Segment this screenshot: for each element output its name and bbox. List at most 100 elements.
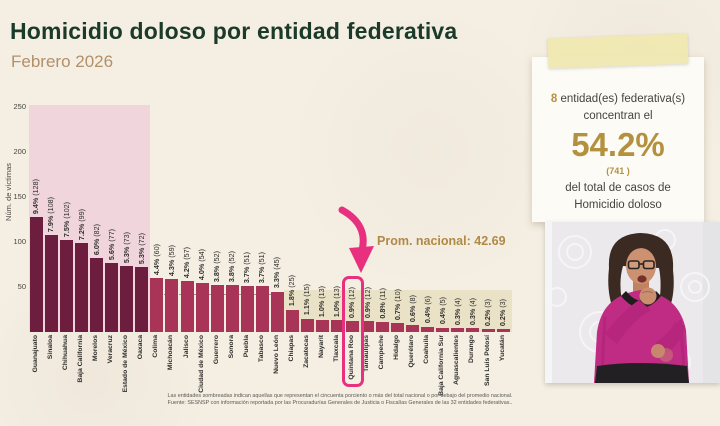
bar-quintana-roo (346, 321, 360, 332)
bar-jalisco (180, 280, 194, 332)
bar-zacatecas (300, 318, 314, 332)
bar-nayarit (315, 320, 329, 332)
callout-case-count: (741 ) (606, 166, 630, 177)
bar-value-label: 0.4% (6) (422, 296, 432, 324)
bar-value-label: 9.4% (128) (31, 178, 41, 214)
y-tick-100: 100 (13, 237, 26, 246)
page-title: Homicidio doloso por entidad federativa (10, 18, 458, 44)
bar-durango (466, 328, 480, 332)
page-subtitle: Febrero 2026 (11, 52, 114, 71)
bar-value-label: 1.0% (13) (332, 286, 342, 318)
chart-footnote: Las entidades sombreadas indican aquella… (95, 393, 585, 407)
bar-state-label: Tlaxcala (333, 335, 340, 362)
bar-guerrero (210, 285, 224, 332)
bar-michoac-n (165, 278, 179, 332)
footnote-line1: Las entidades sombreadas indican aquella… (167, 393, 513, 399)
bar-state-label: Oaxaca (137, 335, 145, 360)
bar-state-label: Michoacán (167, 335, 175, 371)
bar-state-label: Ciudad de México (197, 335, 205, 393)
bar-value-label: 3.3% (45) (272, 257, 282, 289)
callout-line1: 8 entidad(es) federativa(s) (550, 93, 686, 105)
bar-value-label: 4.3% (59) (166, 244, 176, 276)
bar-nuevo-le-n (270, 291, 284, 332)
bar-quer-taro (406, 324, 420, 332)
bar-value-label: 0.4% (5) (437, 297, 447, 325)
national-average-label: Prom. nacional: 42.69 (377, 234, 506, 248)
bar-state-label: Guerrero (212, 335, 220, 365)
bar-morelos (90, 258, 104, 332)
callout-line3: del total de casos de (565, 181, 671, 194)
bar-value-label: 0.2% (3) (497, 299, 507, 327)
bar-value-label: 3.7% (51) (242, 251, 252, 284)
bar-state-label: Aguascalientes (453, 335, 461, 385)
bar-puebla (240, 286, 254, 332)
national-average-dashed-line (29, 293, 513, 295)
bar-tlaxcala (331, 320, 344, 332)
y-tick-250: 250 (13, 102, 26, 111)
bar-value-label: 0.7% (10) (392, 288, 402, 320)
bar-state-label: Veracruz (107, 335, 115, 364)
callout-percent: 54.2% (571, 125, 665, 163)
bar-tamaulipas (361, 321, 375, 332)
bar-hidalgo (391, 323, 405, 332)
bar-value-label: 7.9% (108) (46, 196, 56, 232)
bar-value-label: 7.2% (99) (76, 208, 86, 240)
summary-callout-card: 8 entidad(es) federativa(s) concentran e… (532, 33, 704, 222)
bar-value-label: 4.2% (57) (181, 246, 191, 278)
bar-state-label: Puebla (242, 335, 250, 358)
bar-campeche (376, 322, 390, 332)
callout-line4: Homicidio doloso (574, 198, 662, 211)
bar-sonora (225, 285, 239, 332)
bar-value-label: 5.3% (73) (121, 232, 131, 264)
bar-state-label: Zacatecas (302, 335, 310, 368)
callout-line2: concentran el (583, 110, 653, 123)
bar-state-label: Baja California (77, 335, 85, 383)
footnote-line2: Fuente: SESNSP con información reportada… (167, 400, 513, 407)
bar-state-label: Tamaulipas (363, 335, 371, 372)
bar-coahuila (421, 326, 435, 332)
bar-value-label: 1.8% (25) (287, 275, 297, 307)
bar-state-label: San Luis Potosí (483, 335, 491, 386)
bar-state-label: Yucatán (498, 335, 506, 362)
y-axis-label: Núm. de víctimas (4, 163, 13, 221)
bar-value-label: 3.8% (52) (212, 251, 221, 283)
bar-value-label: 5.6% (77) (106, 228, 116, 260)
bar-value-label: 0.9% (12) (362, 287, 372, 319)
bar-sinaloa (45, 234, 59, 332)
bar-estado-de-m-xico (120, 266, 134, 332)
bar-colima (150, 278, 164, 332)
bar-state-label: Nayarit (317, 335, 325, 359)
bar-state-label: Jalisco (182, 335, 190, 359)
bar-state-label: Sinaloa (47, 335, 55, 360)
bar-veracruz (105, 262, 119, 332)
callout-count: 8 (550, 93, 558, 105)
bar-chihuahua (60, 240, 74, 332)
bar-value-label: 5.3% (72) (136, 233, 146, 265)
bar-value-label: 4.0% (54) (196, 249, 206, 281)
bar-value-label: 6.0% (82) (91, 224, 101, 256)
bar-state-label: Hidalgo (393, 335, 401, 360)
quintana-roo-highlight-box (341, 276, 364, 387)
bar-baja-california (75, 242, 89, 332)
bar-state-label: Durango (468, 335, 476, 363)
bar-value-label: 1.1% (15) (302, 284, 312, 316)
bar-state-label: Estado de México (122, 335, 130, 393)
bar-state-label: Tabasco (257, 335, 265, 363)
bar-yucat-n (496, 329, 510, 332)
y-tick-150: 150 (13, 192, 26, 201)
highlight-arrow-icon (338, 206, 374, 273)
bar-san-luis-potos- (481, 329, 495, 332)
y-tick-200: 200 (13, 147, 26, 156)
bar-state-label: Colima (152, 335, 160, 358)
bar-value-label: 0.3% (4) (452, 298, 462, 326)
bar-chiapas (285, 309, 299, 332)
bar-value-label: 0.2% (3) (482, 299, 492, 327)
bar-oaxaca (135, 267, 149, 332)
sign-language-interpreter-video (545, 222, 720, 383)
bar-state-label: Baja California Sur (438, 335, 446, 396)
y-tick-50: 50 (17, 282, 26, 291)
tape-decoration (547, 33, 689, 69)
interpreter-illustration (545, 222, 720, 383)
bar-state-label: Sonora (227, 335, 235, 359)
